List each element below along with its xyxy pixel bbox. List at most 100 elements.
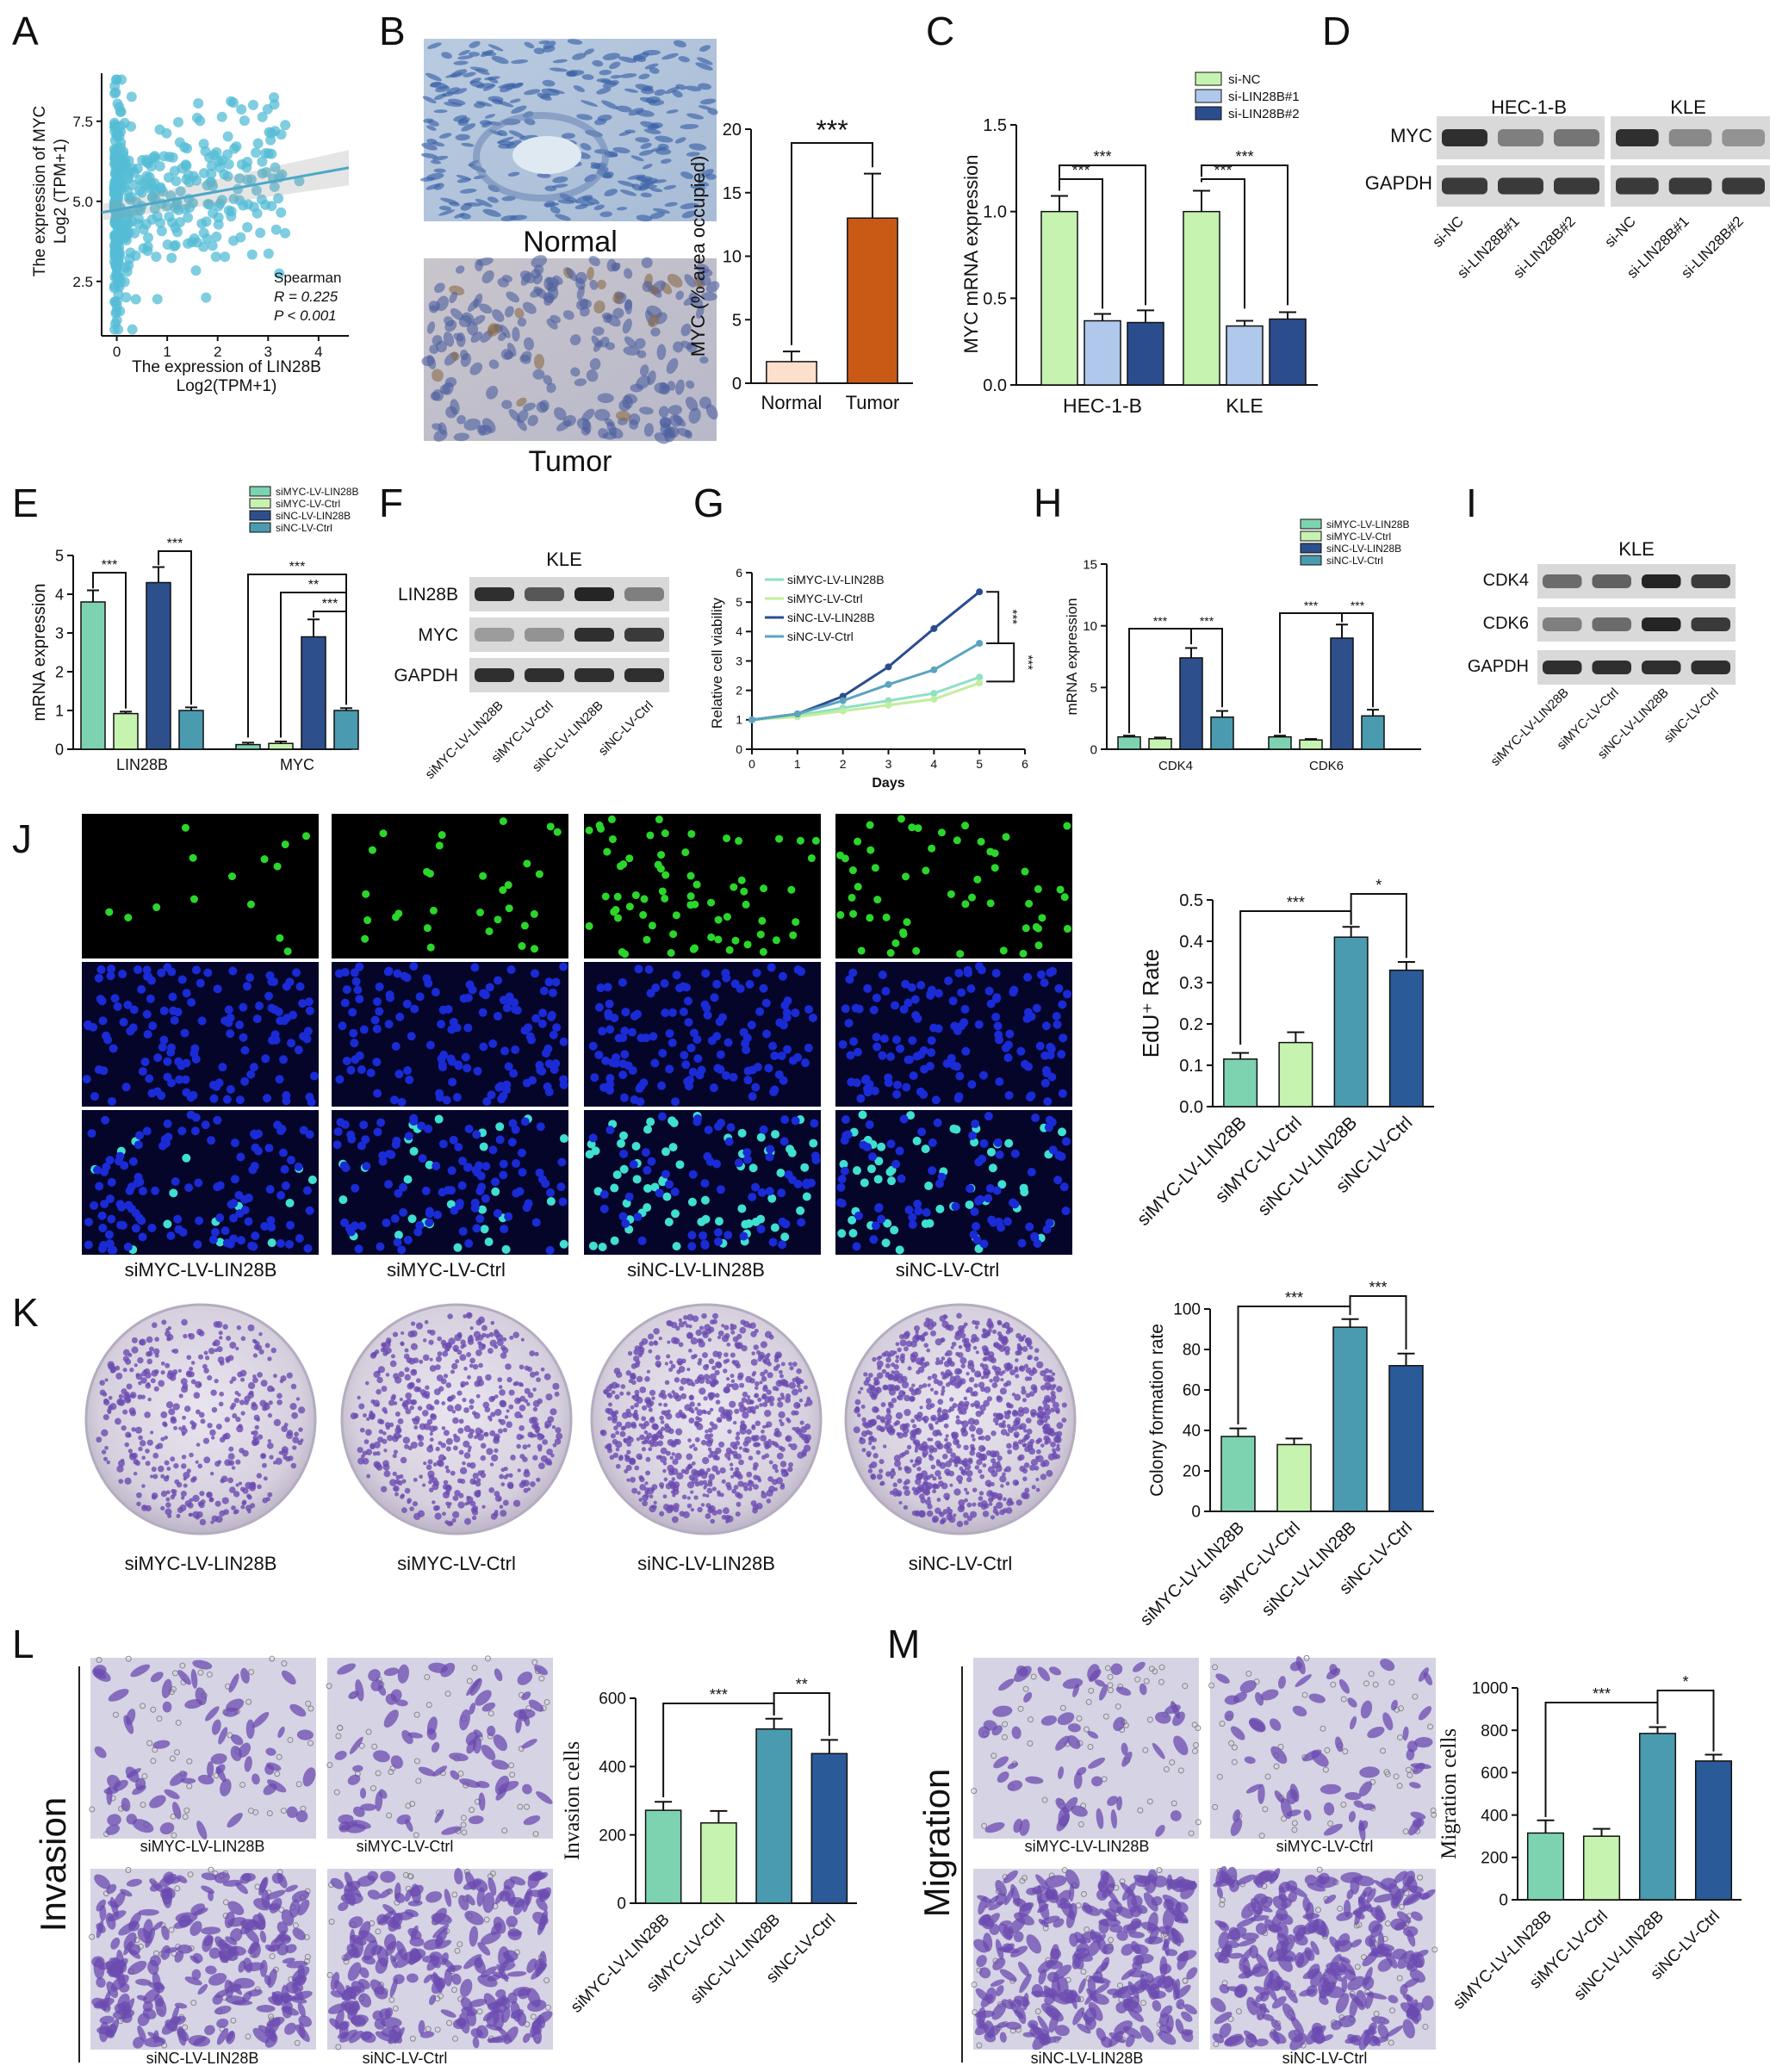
g-y-tick-label: 6 (736, 566, 742, 580)
edu-nucleus (882, 913, 891, 921)
ihc-tumor-nucleus (580, 307, 590, 317)
ihc-tumor-nucleus (574, 378, 587, 387)
dapi-nucleus (261, 1054, 270, 1064)
dapi-nucleus (618, 1070, 628, 1080)
e-sig-label: *** (289, 560, 306, 574)
edu-nucleus (610, 908, 618, 916)
a-scatter-point (136, 187, 147, 198)
colony-dot (662, 1494, 668, 1499)
colony-dot (1030, 1411, 1036, 1418)
a-scatter-point (125, 247, 136, 258)
dapi-nucleus (748, 1092, 757, 1101)
dapi-nucleus (347, 1134, 357, 1144)
colony-dot (732, 1336, 739, 1343)
dapi-nucleus (1040, 1078, 1050, 1088)
dapi-nucleus (742, 1155, 752, 1164)
colony-dot (885, 1407, 891, 1412)
ihc-normal-nucleus (660, 158, 672, 164)
a-scatter-point (238, 200, 249, 211)
colony-dot (1014, 1366, 1019, 1371)
colony-dot (410, 1321, 416, 1326)
dapi-nucleus (710, 993, 719, 1002)
colony-dot (637, 1491, 641, 1495)
colony-dot (518, 1381, 523, 1387)
colony-dot (702, 1456, 710, 1465)
dapi-nucleus (305, 1130, 314, 1139)
colony-dot (262, 1462, 267, 1468)
dapi-nucleus (1054, 1151, 1064, 1160)
dapi-nucleus (724, 1137, 734, 1146)
edu-nucleus (499, 886, 507, 895)
dapi-nucleus (239, 1002, 248, 1012)
colony-dot (744, 1448, 750, 1454)
d-lane-label: si-NC (1429, 213, 1466, 250)
dapi-nucleus (539, 986, 549, 996)
dapi-nucleus (687, 1197, 697, 1207)
colony-dot (198, 1330, 205, 1337)
ihc-normal-nucleus (524, 89, 541, 96)
ihc-tumor-nucleus (445, 406, 457, 419)
E-bar (113, 712, 139, 750)
colony-dot (951, 1341, 957, 1347)
dapi-nucleus (700, 1195, 710, 1205)
dapi-nucleus (463, 1023, 473, 1033)
colony-dot (270, 1347, 276, 1354)
colony-dot (659, 1434, 664, 1440)
dapi-nucleus (665, 1180, 674, 1189)
E-ylabel: mRNA expression (30, 583, 49, 721)
colony-dot (519, 1405, 526, 1411)
J-ylabel: EdU⁺ Rate (1138, 949, 1164, 1058)
dapi-nucleus (657, 1112, 667, 1121)
colony-dot (912, 1463, 917, 1468)
B-bar (847, 217, 898, 384)
colony-dot (735, 1436, 741, 1441)
d-blot-band (1498, 129, 1543, 146)
colony-dot (749, 1400, 754, 1405)
colony-dot (177, 1368, 182, 1373)
colony-dot (210, 1520, 214, 1524)
colony-dot (457, 1501, 465, 1509)
colony-dot (626, 1478, 630, 1482)
colony-dot (251, 1430, 255, 1435)
dapi-nucleus (986, 1147, 996, 1157)
edu-nucleus (787, 885, 796, 894)
ihc-normal-nucleus (475, 69, 490, 75)
dapi-nucleus (756, 1214, 766, 1224)
dapi-nucleus (509, 1069, 519, 1078)
colony-dot (779, 1369, 783, 1374)
colony-dot (759, 1403, 763, 1407)
colony-dot (688, 1418, 695, 1424)
ihc-tumor-nucleus (699, 396, 711, 409)
colony-dot (407, 1498, 413, 1504)
dapi-nucleus (222, 1238, 232, 1248)
g-series-line (751, 642, 980, 722)
dapi-nucleus (665, 1064, 674, 1074)
a-scatter-point (236, 104, 247, 115)
colony-dot (115, 1373, 123, 1380)
dapi-nucleus (969, 1230, 978, 1239)
a-x-tick-label: 1 (163, 344, 171, 360)
colony-dot (404, 1367, 410, 1373)
colony-dot (780, 1395, 786, 1400)
edu-nucleus (742, 900, 750, 909)
dapi-nucleus (372, 1024, 382, 1033)
edu-nucleus (438, 831, 446, 840)
colony-dot (228, 1460, 235, 1467)
dapi-nucleus (107, 965, 116, 974)
colony-dot (500, 1510, 507, 1517)
dapi-nucleus (473, 1168, 482, 1177)
ihc-normal-nucleus (541, 88, 560, 96)
a-scatter-point (142, 241, 153, 252)
colony-dot (224, 1417, 231, 1423)
dapi-nucleus (425, 1218, 434, 1227)
dapi-nucleus (644, 965, 654, 974)
dapi-nucleus (453, 1243, 463, 1252)
colony-dot (532, 1455, 538, 1461)
ihc-tumor-nucleus (436, 295, 449, 312)
dapi-nucleus (355, 995, 364, 1004)
colony-dot (251, 1403, 258, 1411)
dapi-nucleus (1016, 1046, 1026, 1056)
dapi-nucleus (1025, 1222, 1034, 1231)
dapi-nucleus (357, 1141, 366, 1151)
colony-dot (454, 1404, 463, 1411)
